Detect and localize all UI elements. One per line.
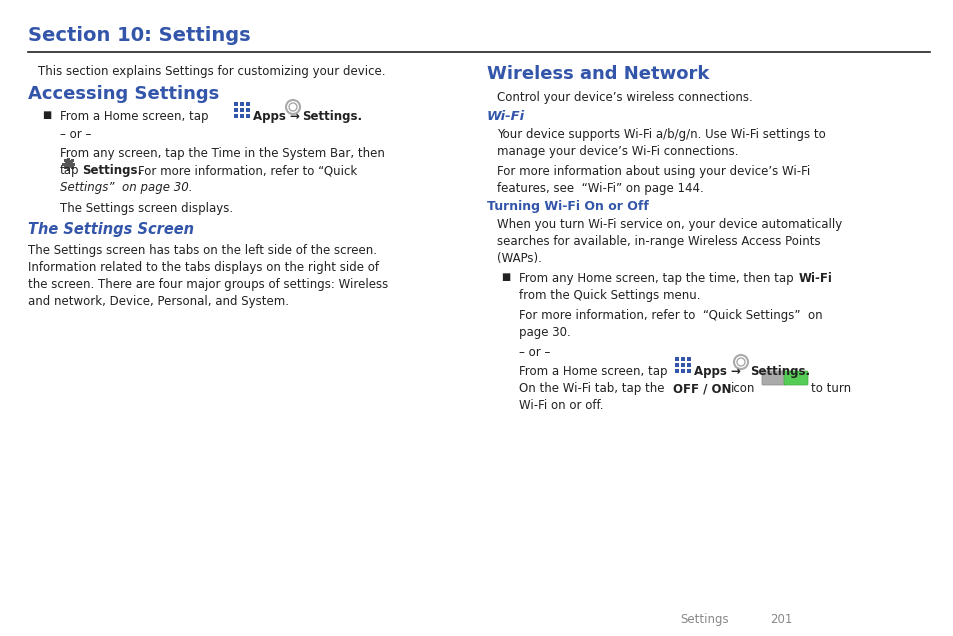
Text: From a Home screen, tap: From a Home screen, tap	[60, 110, 209, 123]
Text: features, see  “Wi-Fi” on page 144.: features, see “Wi-Fi” on page 144.	[497, 182, 703, 195]
Bar	[63, 163, 66, 165]
Text: From any Home screen, tap the time, then tap: From any Home screen, tap the time, then…	[518, 272, 793, 285]
Text: – or –: – or –	[60, 128, 91, 141]
Text: Information related to the tabs displays on the right side of: Information related to the tabs displays…	[28, 261, 378, 274]
Text: icon: icon	[730, 382, 755, 395]
Text: 201: 201	[769, 613, 792, 626]
Text: Wi-Fi: Wi-Fi	[486, 110, 524, 123]
Bar	[72, 163, 75, 165]
Bar	[680, 357, 684, 361]
Text: The Settings screen displays.: The Settings screen displays.	[60, 202, 233, 215]
Bar	[675, 363, 679, 367]
Text: and network, Device, Personal, and System.: and network, Device, Personal, and Syste…	[28, 295, 289, 308]
Text: from the Quick Settings menu.: from the Quick Settings menu.	[518, 289, 700, 302]
Text: When you turn Wi-Fi service on, your device automatically: When you turn Wi-Fi service on, your dev…	[497, 218, 841, 231]
Text: Control your device’s wireless connections.: Control your device’s wireless connectio…	[497, 91, 752, 104]
Text: ■: ■	[500, 272, 510, 282]
Text: Settings: Settings	[679, 613, 728, 626]
Text: Settings”  on page 30.: Settings” on page 30.	[60, 181, 193, 194]
Text: to turn: to turn	[810, 382, 850, 395]
Bar	[675, 369, 679, 373]
Bar	[233, 114, 237, 118]
Bar	[246, 114, 250, 118]
Bar	[64, 159, 67, 162]
Text: manage your device’s Wi-Fi connections.: manage your device’s Wi-Fi connections.	[497, 145, 738, 158]
Text: Wireless and Network: Wireless and Network	[486, 65, 709, 83]
Text: For more information, refer to  “Quick Settings”  on: For more information, refer to “Quick Se…	[518, 309, 821, 322]
Circle shape	[66, 160, 72, 167]
Text: searches for available, in-range Wireless Access Points: searches for available, in-range Wireles…	[497, 235, 820, 248]
Text: Turning Wi-Fi On or Off: Turning Wi-Fi On or Off	[486, 200, 648, 213]
Bar	[240, 102, 244, 106]
Bar	[68, 158, 71, 160]
Text: Settings.: Settings.	[749, 365, 809, 378]
Text: The Settings Screen: The Settings Screen	[28, 222, 193, 237]
Bar	[246, 102, 250, 106]
Text: tap: tap	[60, 164, 79, 177]
Text: (WAPs).: (WAPs).	[497, 252, 541, 265]
Text: Your device supports Wi-Fi a/b/g/n. Use Wi-Fi settings to: Your device supports Wi-Fi a/b/g/n. Use …	[497, 128, 825, 141]
Text: Section 10: Settings: Section 10: Settings	[28, 26, 251, 45]
Text: – or –: – or –	[518, 346, 550, 359]
Bar	[675, 357, 679, 361]
Text: For more information about using your device’s Wi-Fi: For more information about using your de…	[497, 165, 809, 178]
FancyBboxPatch shape	[783, 371, 807, 385]
Bar	[233, 108, 237, 112]
Text: Settings.: Settings.	[82, 164, 142, 177]
Bar	[64, 166, 67, 169]
Bar	[240, 114, 244, 118]
Text: For more information, refer to “Quick: For more information, refer to “Quick	[138, 164, 356, 177]
Text: the screen. There are four major groups of settings: Wireless: the screen. There are four major groups …	[28, 278, 388, 291]
Bar	[686, 357, 690, 361]
Text: Wi-Fi: Wi-Fi	[799, 272, 832, 285]
Text: ■: ■	[42, 110, 51, 120]
FancyBboxPatch shape	[761, 371, 785, 385]
Text: Apps →: Apps →	[693, 365, 740, 378]
Bar	[680, 369, 684, 373]
Text: OFF / ON: OFF / ON	[672, 382, 731, 395]
Bar	[246, 108, 250, 112]
Bar	[68, 167, 71, 170]
Bar	[71, 159, 74, 162]
Bar	[71, 166, 74, 169]
Text: Apps →: Apps →	[253, 110, 299, 123]
Bar	[686, 363, 690, 367]
Text: Accessing Settings: Accessing Settings	[28, 85, 219, 103]
Text: This section explains Settings for customizing your device.: This section explains Settings for custo…	[38, 65, 385, 78]
Text: page 30.: page 30.	[518, 326, 570, 339]
Text: From a Home screen, tap: From a Home screen, tap	[518, 365, 667, 378]
Text: On the Wi-Fi tab, tap the: On the Wi-Fi tab, tap the	[518, 382, 664, 395]
Bar	[686, 369, 690, 373]
Bar	[233, 102, 237, 106]
Text: The Settings screen has tabs on the left side of the screen.: The Settings screen has tabs on the left…	[28, 244, 376, 257]
Text: Wi-Fi on or off.: Wi-Fi on or off.	[518, 399, 603, 412]
Bar	[240, 108, 244, 112]
Text: From any screen, tap the Time in the System Bar, then: From any screen, tap the Time in the Sys…	[60, 147, 384, 160]
Text: Settings.: Settings.	[302, 110, 362, 123]
Bar	[680, 363, 684, 367]
